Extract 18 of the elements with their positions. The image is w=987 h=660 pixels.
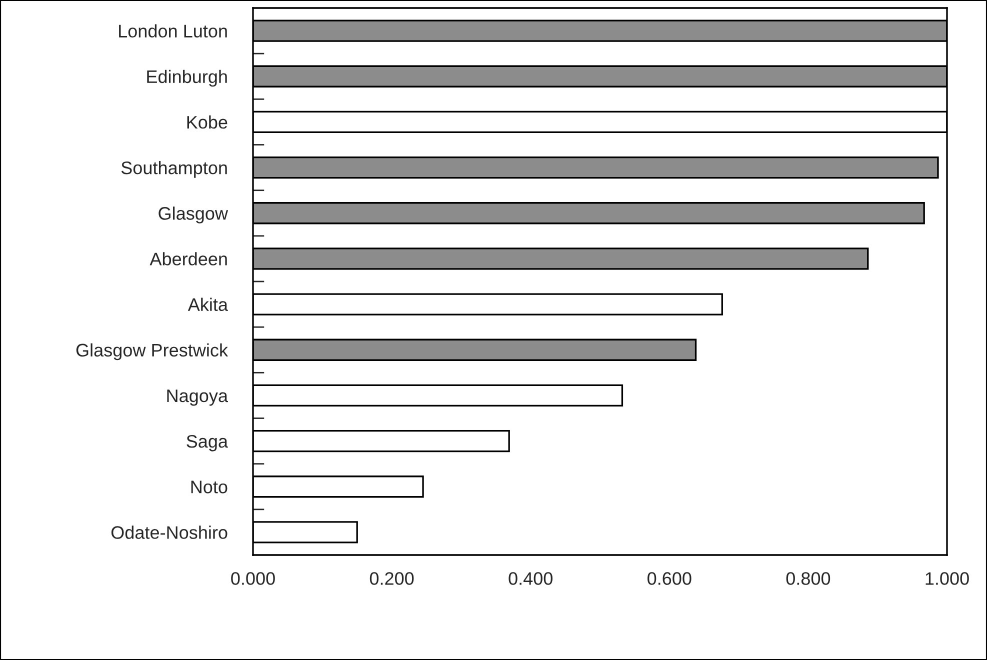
x-tick-label: 0.600 bbox=[648, 572, 692, 585]
y-tick-label: Edinburgh bbox=[147, 70, 227, 87]
y-tick-label: London Luton bbox=[119, 24, 227, 38]
y-tick-label: Akita bbox=[188, 298, 228, 312]
y-tick-label: Noto bbox=[191, 480, 228, 494]
y-tick-label: Nagoya bbox=[167, 390, 228, 406]
x-tick-label: 1.000 bbox=[926, 572, 969, 585]
x-tick-label: 0.000 bbox=[231, 572, 275, 585]
x-tick-label: 0.400 bbox=[508, 572, 552, 585]
y-tick-label: Aberdeen bbox=[150, 252, 227, 266]
y-tick-label: Glasgow bbox=[158, 206, 228, 224]
y-tick-label: Glasgow Prestwick bbox=[76, 343, 228, 360]
y-tick-label: Southampton bbox=[121, 161, 227, 178]
x-tick-label: 0.200 bbox=[370, 572, 414, 585]
y-tick-label: Kobe bbox=[187, 115, 228, 129]
x-tick-label: 0.800 bbox=[786, 572, 830, 585]
y-tick-label: Saga bbox=[186, 434, 228, 452]
y-tick-label: Odate-Noshiro bbox=[111, 526, 228, 539]
